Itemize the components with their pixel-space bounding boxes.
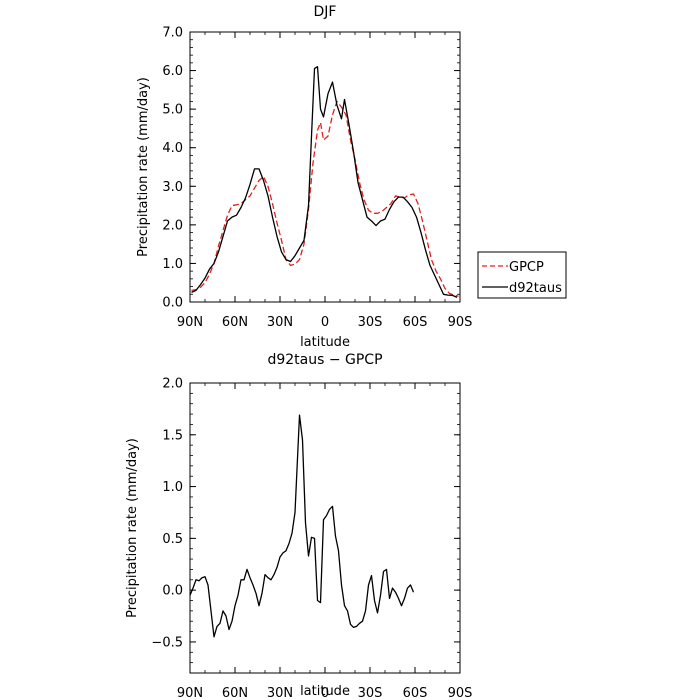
x-tick-label: 60S [403,315,428,330]
x-tick-label: 90S [448,686,473,700]
x-tick-label: 30S [358,315,383,330]
top-plot-frame [189,31,461,303]
x-tick-label: 0 [321,315,329,330]
top-series-lines [191,66,459,298]
top-chart-title: DJF [314,4,337,20]
bottom-series-lines [189,414,415,638]
top-x-axis-label: latitude [300,335,350,350]
x-tick-label: 30S [358,686,383,700]
x-tick-label: 90N [177,315,203,330]
x-tick-label: 60N [222,686,248,700]
x-tick-label: 90S [448,315,473,330]
y-tick-label: −0.5 [151,635,183,650]
bottom-y-ticks: −0.5 0.0 0.5 1.0 1.5 2.0 [151,377,460,674]
top-y-axis-label: Precipitation rate (mm/day) [136,77,151,257]
x-tick-label: 90N [177,686,203,700]
bottom-x-axis-label: latitude [300,684,350,699]
legend-box [477,251,567,299]
bottom-y-axis-label: Precipitation rate (mm/day) [125,438,140,618]
top-y-ticks: 0.0 1.0 2.0 3.0 4.0 5.0 6.0 7.0 [162,26,460,311]
bottom-x-ticks: 90N 60N 30N 0 30S 60S 90S [177,383,473,700]
x-tick-label: 30N [267,315,293,330]
legend: GPCP d92taus [477,251,567,299]
y-tick-label: 2.0 [162,218,183,233]
y-tick-label: 6.0 [162,64,183,79]
bottom-chart-panel: d92taus − GPCP −0.5 0.0 0.5 1.0 1.5 2.0 90N 60… [125,352,472,700]
y-tick-label: 2.0 [162,377,183,392]
top-chart-panel: DJF 0.0 1.0 2.0 3.0 4.0 5.0 6.0 7.0 90N 60N 30N 0 3… [136,4,472,350]
legend-label-d92taus: d92taus [509,281,562,296]
y-tick-label: 1.0 [162,480,183,495]
y-tick-label: 7.0 [162,26,183,41]
y-tick-label: 0.5 [162,532,183,547]
top-x-ticks: 90N 60N 30N 0 30S 60S 90S [177,32,473,330]
y-tick-label: 1.0 [162,257,183,272]
x-tick-label: 0 [321,686,329,700]
x-tick-label: 60S [403,686,428,700]
d92taus-series-line [191,66,458,298]
x-tick-label: 60N [222,315,248,330]
difference-series-line [189,414,415,638]
y-tick-label: 0.0 [162,584,183,599]
y-tick-label: 5.0 [162,103,183,118]
gpcp-series-line [191,100,459,297]
bottom-plot-frame [189,382,461,674]
y-tick-label: 4.0 [162,141,183,156]
y-tick-label: 1.5 [162,428,183,443]
x-tick-label: 30N [267,686,293,700]
y-tick-label: 3.0 [162,180,183,195]
bottom-chart-title: d92taus − GPCP [267,352,382,368]
legend-label-gpcp: GPCP [509,260,544,275]
y-tick-label: 0.0 [162,296,183,311]
